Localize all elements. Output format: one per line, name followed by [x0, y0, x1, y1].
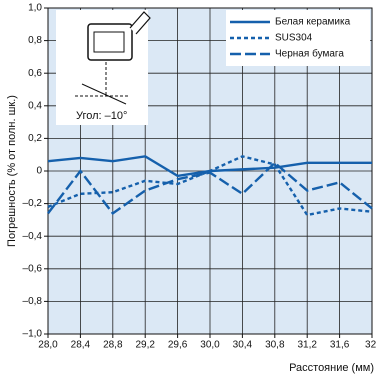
y-tick-label: 0,6: [28, 68, 42, 79]
x-tick-label: 30,0: [200, 340, 220, 351]
series-line: [47, 161, 373, 216]
legend-label: SUS304: [275, 33, 313, 44]
x-tick-label: 32,: [365, 340, 377, 351]
series-line: [47, 155, 373, 217]
x-tick-label: 29,6: [168, 340, 188, 351]
y-tick-label: 1,0: [28, 3, 42, 14]
legend-box: [226, 10, 370, 66]
legend-label: Черная бумага: [275, 48, 344, 60]
y-tick-label: 0,8: [28, 35, 42, 46]
x-tick-label: 29,2: [135, 340, 155, 351]
y-tick-label: –0,2: [23, 198, 43, 209]
plot-frame: [47, 7, 373, 335]
y-tick-label: –1,0: [23, 329, 43, 340]
sensor-face: [93, 31, 125, 53]
y-tick-label: –0,4: [23, 231, 43, 242]
y-tick-label: 0,4: [28, 100, 42, 111]
y-axis-label: Погрешность (% от полн. шк.): [6, 95, 18, 247]
angle-line: [81, 83, 127, 105]
sensor-cable: [129, 11, 151, 35]
sensor-body: [87, 23, 133, 61]
annotation: Угол: –10°: [76, 110, 127, 122]
x-tick-label: 31,6: [330, 340, 350, 351]
lines: [47, 155, 373, 217]
y-tick-label: –0,6: [23, 263, 43, 274]
y-tick-label: 0: [36, 166, 42, 177]
x-tick-label: 28,8: [103, 340, 123, 351]
x-tick-label: 28,0: [38, 340, 58, 351]
sensor-figure: [56, 10, 151, 125]
y-tick-label: –0,8: [23, 296, 43, 307]
x-tick-label: 30,8: [265, 340, 285, 351]
x-tick-label: 31,2: [297, 340, 317, 351]
x-axis-label: Расстояние (мм): [289, 362, 374, 374]
x-tick-label: 28,4: [71, 340, 91, 351]
legend-label: Белая керамика: [275, 17, 351, 28]
y-tick-label: 0,2: [28, 133, 42, 144]
x-tick-label: 30,4: [233, 340, 253, 351]
legend: Белая керамика SUS304 Черная бумага: [226, 10, 370, 66]
